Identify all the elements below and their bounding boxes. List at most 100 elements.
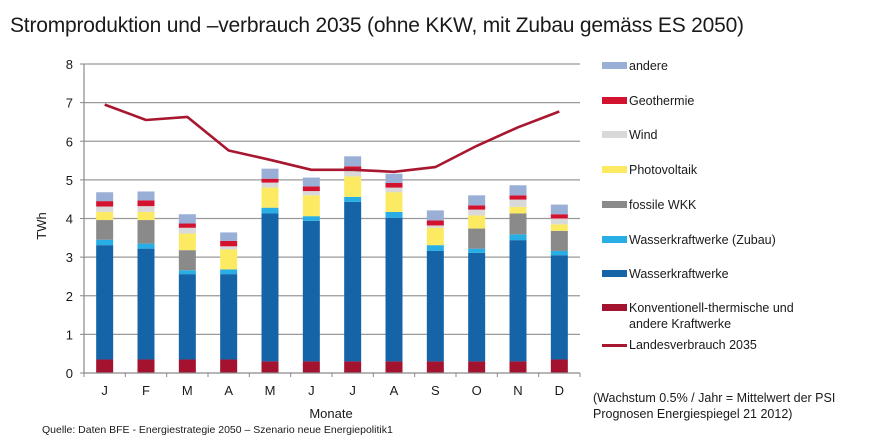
legend-swatch bbox=[602, 236, 627, 243]
bar-stack bbox=[385, 173, 403, 373]
legend-item: Photovoltaik bbox=[602, 162, 697, 178]
bar-segment-geothermie bbox=[550, 214, 568, 219]
bar-segment-konventionell-thermische-und-andere-kraftwerke bbox=[96, 359, 114, 373]
x-axis-title: Monate bbox=[309, 406, 352, 421]
y-tick-label: 6 bbox=[66, 134, 73, 149]
legend-item: Wind bbox=[602, 127, 657, 143]
bar-segment-geothermie bbox=[385, 182, 403, 188]
bar-segment-andere bbox=[426, 210, 444, 221]
legend-label: Wasserkraftwerke (Zubau) bbox=[629, 233, 776, 247]
bar-segment-wasserkraftwerke-zubau bbox=[261, 207, 279, 214]
x-tick-label: D bbox=[555, 383, 564, 398]
bar-segment-wasserkraftwerke-zubau bbox=[137, 243, 155, 249]
bar-segment-photovoltaik bbox=[96, 211, 114, 221]
bar-segment-wasserkraftwerke-zubau bbox=[220, 269, 238, 275]
bar-segment-photovoltaik bbox=[261, 187, 279, 208]
line-landesverbrauch-2035 bbox=[104, 103, 560, 174]
legend-label: Landesverbrauch 2035 bbox=[629, 338, 757, 352]
bar-segment-konventionell-thermische-und-andere-kraftwerke bbox=[426, 361, 444, 373]
growth-note: (Wachstum 0.5% / Jahr = Mittelwert der P… bbox=[593, 390, 835, 422]
bar-segment-andere bbox=[509, 185, 527, 196]
y-tick-label: 4 bbox=[66, 212, 73, 227]
y-tick-label: 0 bbox=[66, 366, 73, 381]
x-tick-label: J bbox=[349, 383, 356, 398]
legend-item: fossile WKK bbox=[602, 197, 696, 213]
bar-segment-konventionell-thermische-und-andere-kraftwerke bbox=[509, 361, 527, 373]
y-tick-label: 1 bbox=[66, 327, 73, 342]
bar-segment-konventionell-thermische-und-andere-kraftwerke bbox=[220, 359, 238, 373]
y-axis-ticks: 0 1 2 3 4 5 6 7 8 bbox=[66, 57, 85, 381]
legend-label: fossile WKK bbox=[629, 198, 697, 212]
y-axis-title: TWh bbox=[34, 212, 49, 239]
bar-stack bbox=[550, 204, 568, 373]
bar-segment-fossile-wkk bbox=[137, 220, 155, 244]
bar-segment-wasserkraftwerke-zubau bbox=[302, 216, 320, 221]
bar-segment-fossile-wkk bbox=[509, 213, 527, 235]
bar-stack bbox=[344, 156, 362, 373]
bar-segment-andere bbox=[220, 232, 238, 241]
y-tick-label: 2 bbox=[66, 289, 73, 304]
legend-swatch bbox=[602, 270, 627, 277]
bar-segment-photovoltaik bbox=[137, 211, 155, 221]
growth-note-line: Prognosen Energiespiegel 21 2012) bbox=[593, 407, 793, 421]
legend-item: Landesverbrauch 2035 bbox=[602, 337, 757, 353]
bar-segment-konventionell-thermische-und-andere-kraftwerke bbox=[385, 361, 403, 373]
legend-swatch bbox=[602, 201, 627, 208]
bar-segment-geothermie bbox=[137, 200, 155, 207]
bar-segment-wind bbox=[550, 218, 568, 225]
bar-segment-photovoltaik bbox=[468, 215, 486, 229]
bar-segment-andere bbox=[178, 214, 196, 224]
bar-segment-wasserkraftwerke bbox=[220, 274, 238, 360]
bar-segment-wasserkraftwerke bbox=[178, 274, 196, 360]
bar-segment-wasserkraftwerke-zubau bbox=[96, 239, 114, 246]
x-tick-label: A bbox=[224, 383, 233, 398]
y-tick-label: 8 bbox=[66, 57, 73, 72]
bar-segment-andere bbox=[344, 156, 362, 167]
y-tick-label: 5 bbox=[66, 173, 73, 188]
bar-segment-andere bbox=[96, 192, 114, 202]
bar-stack bbox=[509, 185, 527, 373]
bar-segment-konventionell-thermische-und-andere-kraftwerke bbox=[344, 361, 362, 373]
legend-item: andere bbox=[602, 58, 668, 74]
legend-swatch bbox=[602, 166, 627, 173]
legend-item: Wasserkraftwerke (Zubau) bbox=[602, 232, 776, 248]
legend-swatch bbox=[602, 131, 627, 138]
bar-segment-wasserkraftwerke bbox=[96, 245, 114, 360]
x-tick-label: A bbox=[390, 383, 399, 398]
legend-item: Geothermie bbox=[602, 93, 694, 109]
bar-segment-photovoltaik bbox=[426, 227, 444, 246]
bar-segment-geothermie bbox=[509, 195, 527, 200]
legend-label: andere bbox=[629, 59, 668, 73]
bar-segment-wasserkraftwerke bbox=[137, 248, 155, 360]
bar-segment-konventionell-thermische-und-andere-kraftwerke bbox=[468, 361, 486, 373]
legend-swatch bbox=[602, 97, 627, 104]
x-tick-label: S bbox=[431, 383, 440, 398]
legend-label: Wasserkraftwerke bbox=[629, 267, 729, 281]
bar-segment-geothermie bbox=[261, 178, 279, 183]
bar-segment-wasserkraftwerke-zubau bbox=[509, 234, 527, 241]
bar-segment-wasserkraftwerke-zubau bbox=[385, 211, 403, 218]
legend-item: Wasserkraftwerke bbox=[602, 266, 729, 282]
bar-segment-wasserkraftwerke-zubau bbox=[550, 250, 568, 256]
y-tick-label: 3 bbox=[66, 250, 73, 265]
legend-swatch bbox=[602, 62, 627, 69]
legend-item: Konventionell-thermische und andere Kraf… bbox=[602, 300, 794, 332]
bar-segment-wasserkraftwerke bbox=[344, 201, 362, 362]
bar-segment-wind bbox=[96, 206, 114, 212]
bar-stack bbox=[178, 214, 196, 373]
bar-segment-andere bbox=[385, 173, 403, 183]
bar-segment-wind bbox=[302, 191, 320, 196]
bar-segment-wind bbox=[220, 246, 238, 250]
bars bbox=[96, 156, 568, 373]
bar-segment-photovoltaik bbox=[344, 176, 362, 197]
growth-note-line: (Wachstum 0.5% / Jahr = Mittelwert der P… bbox=[593, 391, 836, 405]
x-tick-label: M bbox=[265, 383, 276, 398]
bar-segment-wasserkraftwerke bbox=[302, 220, 320, 362]
bar-segment-andere bbox=[137, 191, 155, 201]
source-note: Quelle: Daten BFE - Energiestrategie 205… bbox=[42, 424, 393, 436]
bar-segment-wasserkraftwerke-zubau bbox=[426, 245, 444, 251]
bar-segment-konventionell-thermische-und-andere-kraftwerke bbox=[178, 359, 196, 373]
x-tick-label: M bbox=[182, 383, 193, 398]
